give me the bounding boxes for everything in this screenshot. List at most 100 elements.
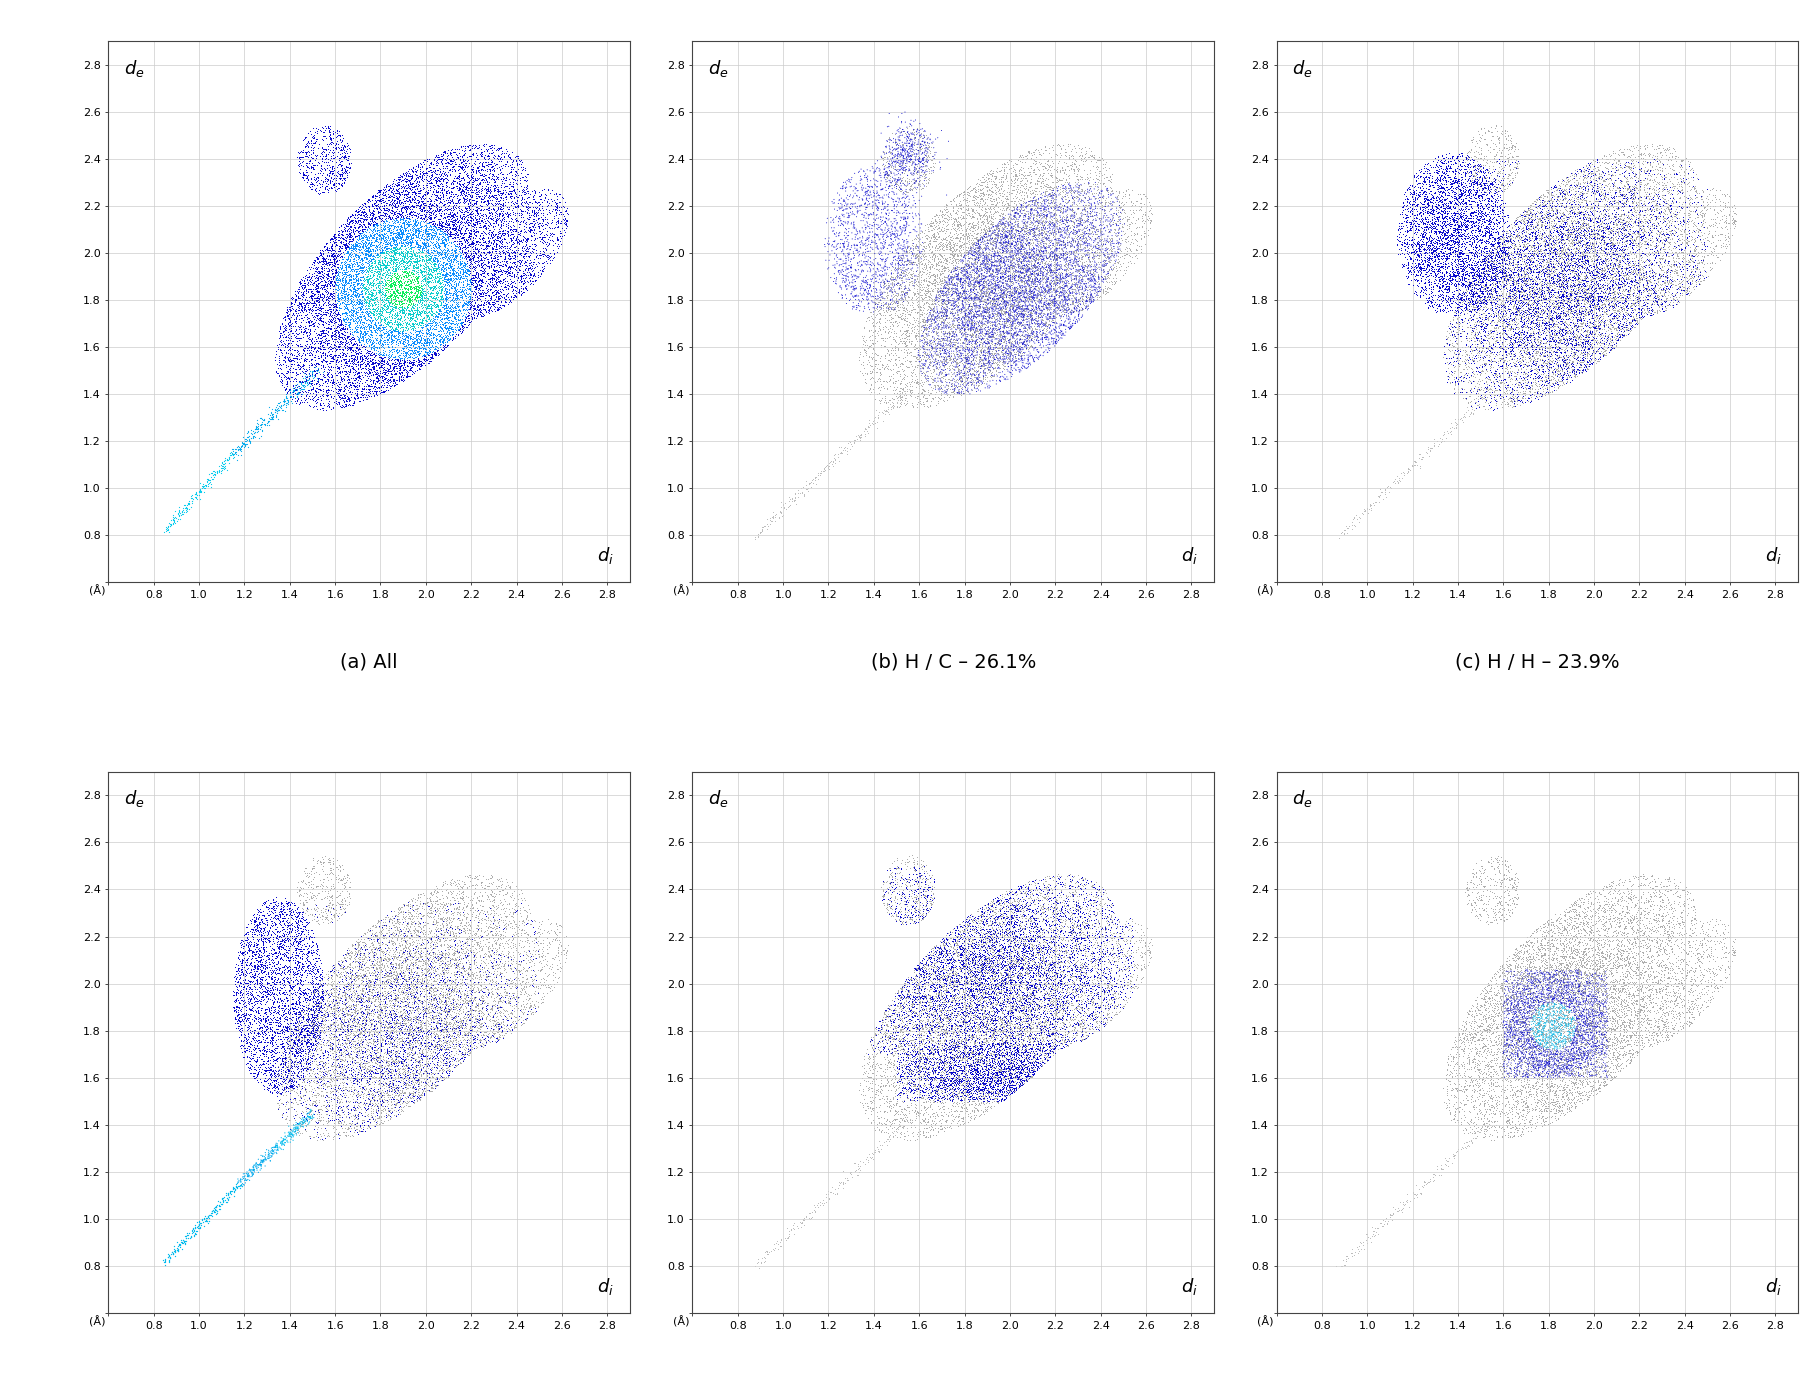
Point [284,1089,313,1111]
Point [1017,983,1046,1005]
Point [1641,1024,1670,1046]
Point [508,959,537,981]
Point [1540,1059,1568,1081]
Point [1547,985,1576,1007]
Point [911,354,940,376]
Point [1655,923,1684,945]
Point [997,265,1026,287]
Point [1471,272,1500,294]
Point [938,1089,967,1111]
Point [1440,210,1469,232]
Point [320,265,349,287]
Point [885,228,914,250]
Point [318,234,347,256]
Point [1475,328,1503,350]
Point [1556,1017,1585,1039]
Point [1583,315,1612,337]
Point [1471,340,1500,362]
Point [1545,330,1574,352]
Point [1588,962,1617,984]
Point [900,972,929,994]
Point [363,318,392,340]
Point [347,263,376,285]
Point [323,1039,352,1061]
Point [1052,1007,1081,1030]
Point [893,149,922,171]
Point [1475,373,1503,395]
Point [1475,263,1503,285]
Point [394,235,423,257]
Point [1451,1012,1480,1034]
Point [1650,965,1679,987]
Point [1006,243,1035,265]
Point [1032,876,1061,898]
Point [399,263,428,285]
Point [1574,301,1603,323]
Point [1655,202,1684,224]
Point [1016,281,1044,303]
Point [1545,220,1574,242]
Point [1681,214,1709,236]
Point [893,292,922,314]
Point [1538,193,1567,216]
Point [1016,1017,1044,1039]
Point [1039,278,1068,300]
Point [349,977,378,999]
Point [188,1211,217,1233]
Point [1516,325,1545,347]
Point [356,992,385,1014]
Point [347,1119,376,1142]
Point [1035,254,1064,276]
Point [425,148,454,170]
Point [1574,213,1603,235]
Point [1039,972,1068,994]
Point [410,328,439,350]
Point [1005,977,1034,999]
Point [1554,936,1583,958]
Point [1531,269,1559,292]
Point [1583,235,1612,257]
Point [1581,1079,1610,1101]
Point [347,988,376,1010]
Point [1585,231,1614,253]
Point [1509,984,1538,1006]
Point [445,141,473,163]
Point [466,279,495,301]
Point [473,214,502,236]
Point [1449,1020,1478,1042]
Point [1480,178,1509,200]
Point [430,1001,459,1023]
Point [1583,1013,1612,1035]
Point [298,285,327,307]
Point [399,185,428,207]
Point [455,962,484,984]
Point [931,380,960,402]
Point [969,995,997,1017]
Point [477,224,506,246]
Point [316,145,345,167]
Point [1514,1099,1543,1121]
Point [1417,238,1446,260]
Point [528,256,557,278]
Point [1541,264,1570,286]
Point [401,341,430,363]
Point [1032,318,1061,340]
Point [922,129,950,151]
Point [423,998,452,1020]
Point [1097,180,1126,202]
Point [1561,242,1590,264]
Point [891,872,920,894]
Point [356,323,385,346]
Point [1032,258,1061,281]
Point [1422,206,1451,228]
Point [987,173,1016,195]
Point [482,203,511,225]
Point [824,260,853,282]
Point [954,995,983,1017]
Point [300,292,329,314]
Point [1614,155,1643,177]
Point [322,1068,351,1090]
Point [999,1078,1028,1100]
Point [318,1057,347,1079]
Point [970,938,999,960]
